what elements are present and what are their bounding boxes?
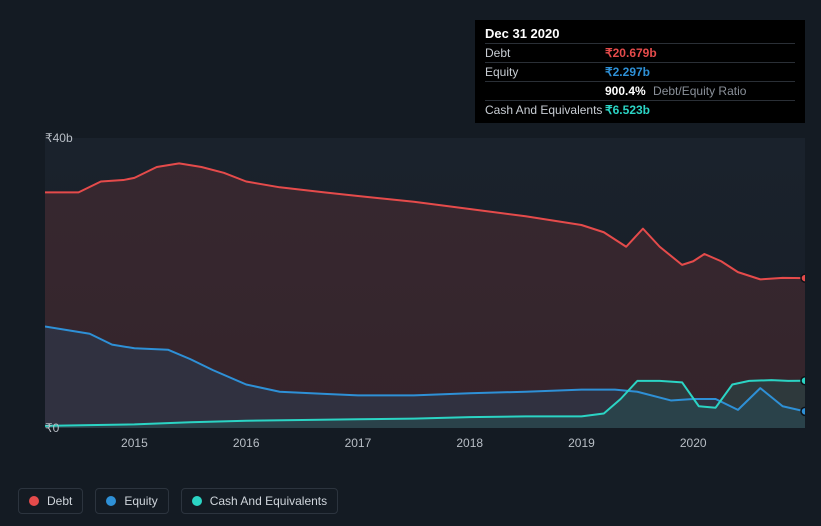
x-axis-tick-label: 2019: [568, 436, 595, 450]
legend-dot-icon: [192, 496, 202, 506]
tooltip-row-label: Debt: [485, 46, 605, 60]
chart-legend: Debt Equity Cash And Equivalents: [18, 488, 338, 514]
legend-item-equity[interactable]: Equity: [95, 488, 168, 514]
tooltip-row-sub: Debt/Equity Ratio: [653, 84, 746, 98]
x-axis-tick-label: 2017: [345, 436, 372, 450]
legend-label: Debt: [47, 494, 72, 508]
x-axis-tick-label: 2020: [680, 436, 707, 450]
tooltip-row-value: 900.4%: [605, 84, 646, 98]
legend-item-debt[interactable]: Debt: [18, 488, 83, 514]
tooltip-row-value: ₹20.679b: [605, 46, 657, 60]
x-axis-tick-label: 2018: [456, 436, 483, 450]
legend-item-cash[interactable]: Cash And Equivalents: [181, 488, 338, 514]
chart-tooltip: Dec 31 2020 Debt ₹20.679b Equity ₹2.297b…: [475, 20, 805, 123]
tooltip-row: Equity ₹2.297b: [485, 62, 795, 81]
chart-svg: [45, 138, 805, 428]
x-axis-tick-label: 2015: [121, 436, 148, 450]
tooltip-row: Cash And Equivalents ₹6.523b: [485, 100, 795, 119]
chart-plot-area[interactable]: [45, 138, 805, 428]
tooltip-date: Dec 31 2020: [485, 26, 795, 41]
legend-label: Equity: [124, 494, 157, 508]
x-axis-tick-label: 2016: [233, 436, 260, 450]
debt-equity-chart: ₹40b₹0201520162017201820192020: [20, 124, 805, 460]
legend-dot-icon: [29, 496, 39, 506]
tooltip-row: 900.4% Debt/Equity Ratio: [485, 81, 795, 100]
tooltip-row-value: ₹2.297b: [605, 65, 650, 79]
tooltip-row-label: Equity: [485, 65, 605, 79]
tooltip-row-label: Cash And Equivalents: [485, 103, 605, 117]
legend-dot-icon: [106, 496, 116, 506]
tooltip-row-value: ₹6.523b: [605, 103, 650, 117]
tooltip-row-label: [485, 84, 605, 98]
tooltip-row: Debt ₹20.679b: [485, 43, 795, 62]
legend-label: Cash And Equivalents: [210, 494, 327, 508]
